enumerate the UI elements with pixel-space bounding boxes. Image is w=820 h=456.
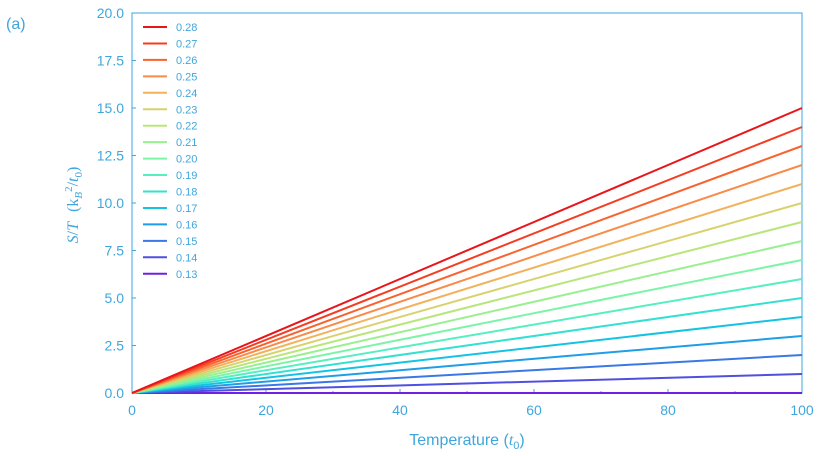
legend-label: 0.14 bbox=[176, 252, 197, 264]
y-tick-label: 20.0 bbox=[97, 5, 124, 21]
y-tick-label: 7.5 bbox=[105, 243, 125, 259]
y-tick-label: 10.0 bbox=[97, 195, 124, 211]
legend-label: 0.21 bbox=[176, 137, 197, 149]
y-tick-label: 17.5 bbox=[97, 53, 124, 69]
plot-area: 0 20 40 60 80 100 0.0 2.5 5.0 7.5 10.0 12.5 15.0 17.5… bbox=[97, 5, 814, 418]
legend-label: 0.20 bbox=[176, 154, 197, 166]
y-tick-label: 5.0 bbox=[105, 290, 125, 306]
series-line-0.23 bbox=[131, 202, 803, 394]
series-line-0.18 bbox=[131, 297, 803, 394]
x-tick-label: 40 bbox=[392, 402, 408, 418]
legend-label: 0.26 bbox=[176, 55, 197, 67]
series-line-0.14 bbox=[131, 373, 803, 394]
panel-label: (a) bbox=[6, 16, 26, 33]
series-line-0.16 bbox=[131, 335, 803, 394]
series-line-0.26 bbox=[131, 145, 803, 394]
series-line-0.15 bbox=[131, 354, 803, 394]
series-line-0.25 bbox=[131, 164, 803, 394]
series-line-0.17 bbox=[131, 316, 803, 394]
svg-text:S/T(kB2/t0): S/T(kB2/t0) bbox=[63, 167, 85, 244]
x-tick-label: 0 bbox=[128, 402, 136, 418]
series-line-0.22 bbox=[131, 221, 803, 394]
series-line-0.20 bbox=[131, 259, 803, 394]
series-line-0.19 bbox=[131, 278, 803, 394]
y-tick-label: 0.0 bbox=[105, 385, 125, 401]
legend-label: 0.16 bbox=[176, 219, 197, 231]
legend-label: 0.27 bbox=[176, 38, 197, 50]
legend: 0.28 0.27 0.26 0.25 0.24 0.23 0.22 0.21 0.20 0.19… bbox=[143, 22, 197, 281]
legend-label: 0.28 bbox=[176, 22, 197, 34]
y-axis-title: S/T(kB2/t0) bbox=[63, 167, 85, 244]
legend-label: 0.13 bbox=[176, 269, 197, 281]
series-line-0.24 bbox=[131, 183, 803, 394]
legend-label: 0.25 bbox=[176, 71, 197, 83]
y-tick-label: 2.5 bbox=[105, 338, 125, 354]
x-tick-label: 60 bbox=[526, 402, 542, 418]
x-tick-label: 80 bbox=[660, 402, 676, 418]
legend-label: 0.18 bbox=[176, 187, 197, 199]
x-tick-label: 100 bbox=[790, 402, 814, 418]
legend-label: 0.23 bbox=[176, 104, 197, 116]
legend-label: 0.17 bbox=[176, 203, 197, 215]
x-axis-title: Temperature (t0) bbox=[409, 432, 525, 452]
legend-label: 0.15 bbox=[176, 236, 197, 248]
legend-label: 0.22 bbox=[176, 121, 197, 133]
legend-label: 0.19 bbox=[176, 170, 197, 182]
y-tick-label: 12.5 bbox=[97, 148, 124, 164]
legend-label: 0.24 bbox=[176, 88, 197, 100]
y-tick-label: 15.0 bbox=[97, 100, 124, 116]
x-tick-label: 20 bbox=[258, 402, 274, 418]
series-line-0.27 bbox=[131, 126, 803, 394]
series-line-0.28 bbox=[131, 107, 803, 394]
series-line-0.21 bbox=[131, 240, 803, 394]
